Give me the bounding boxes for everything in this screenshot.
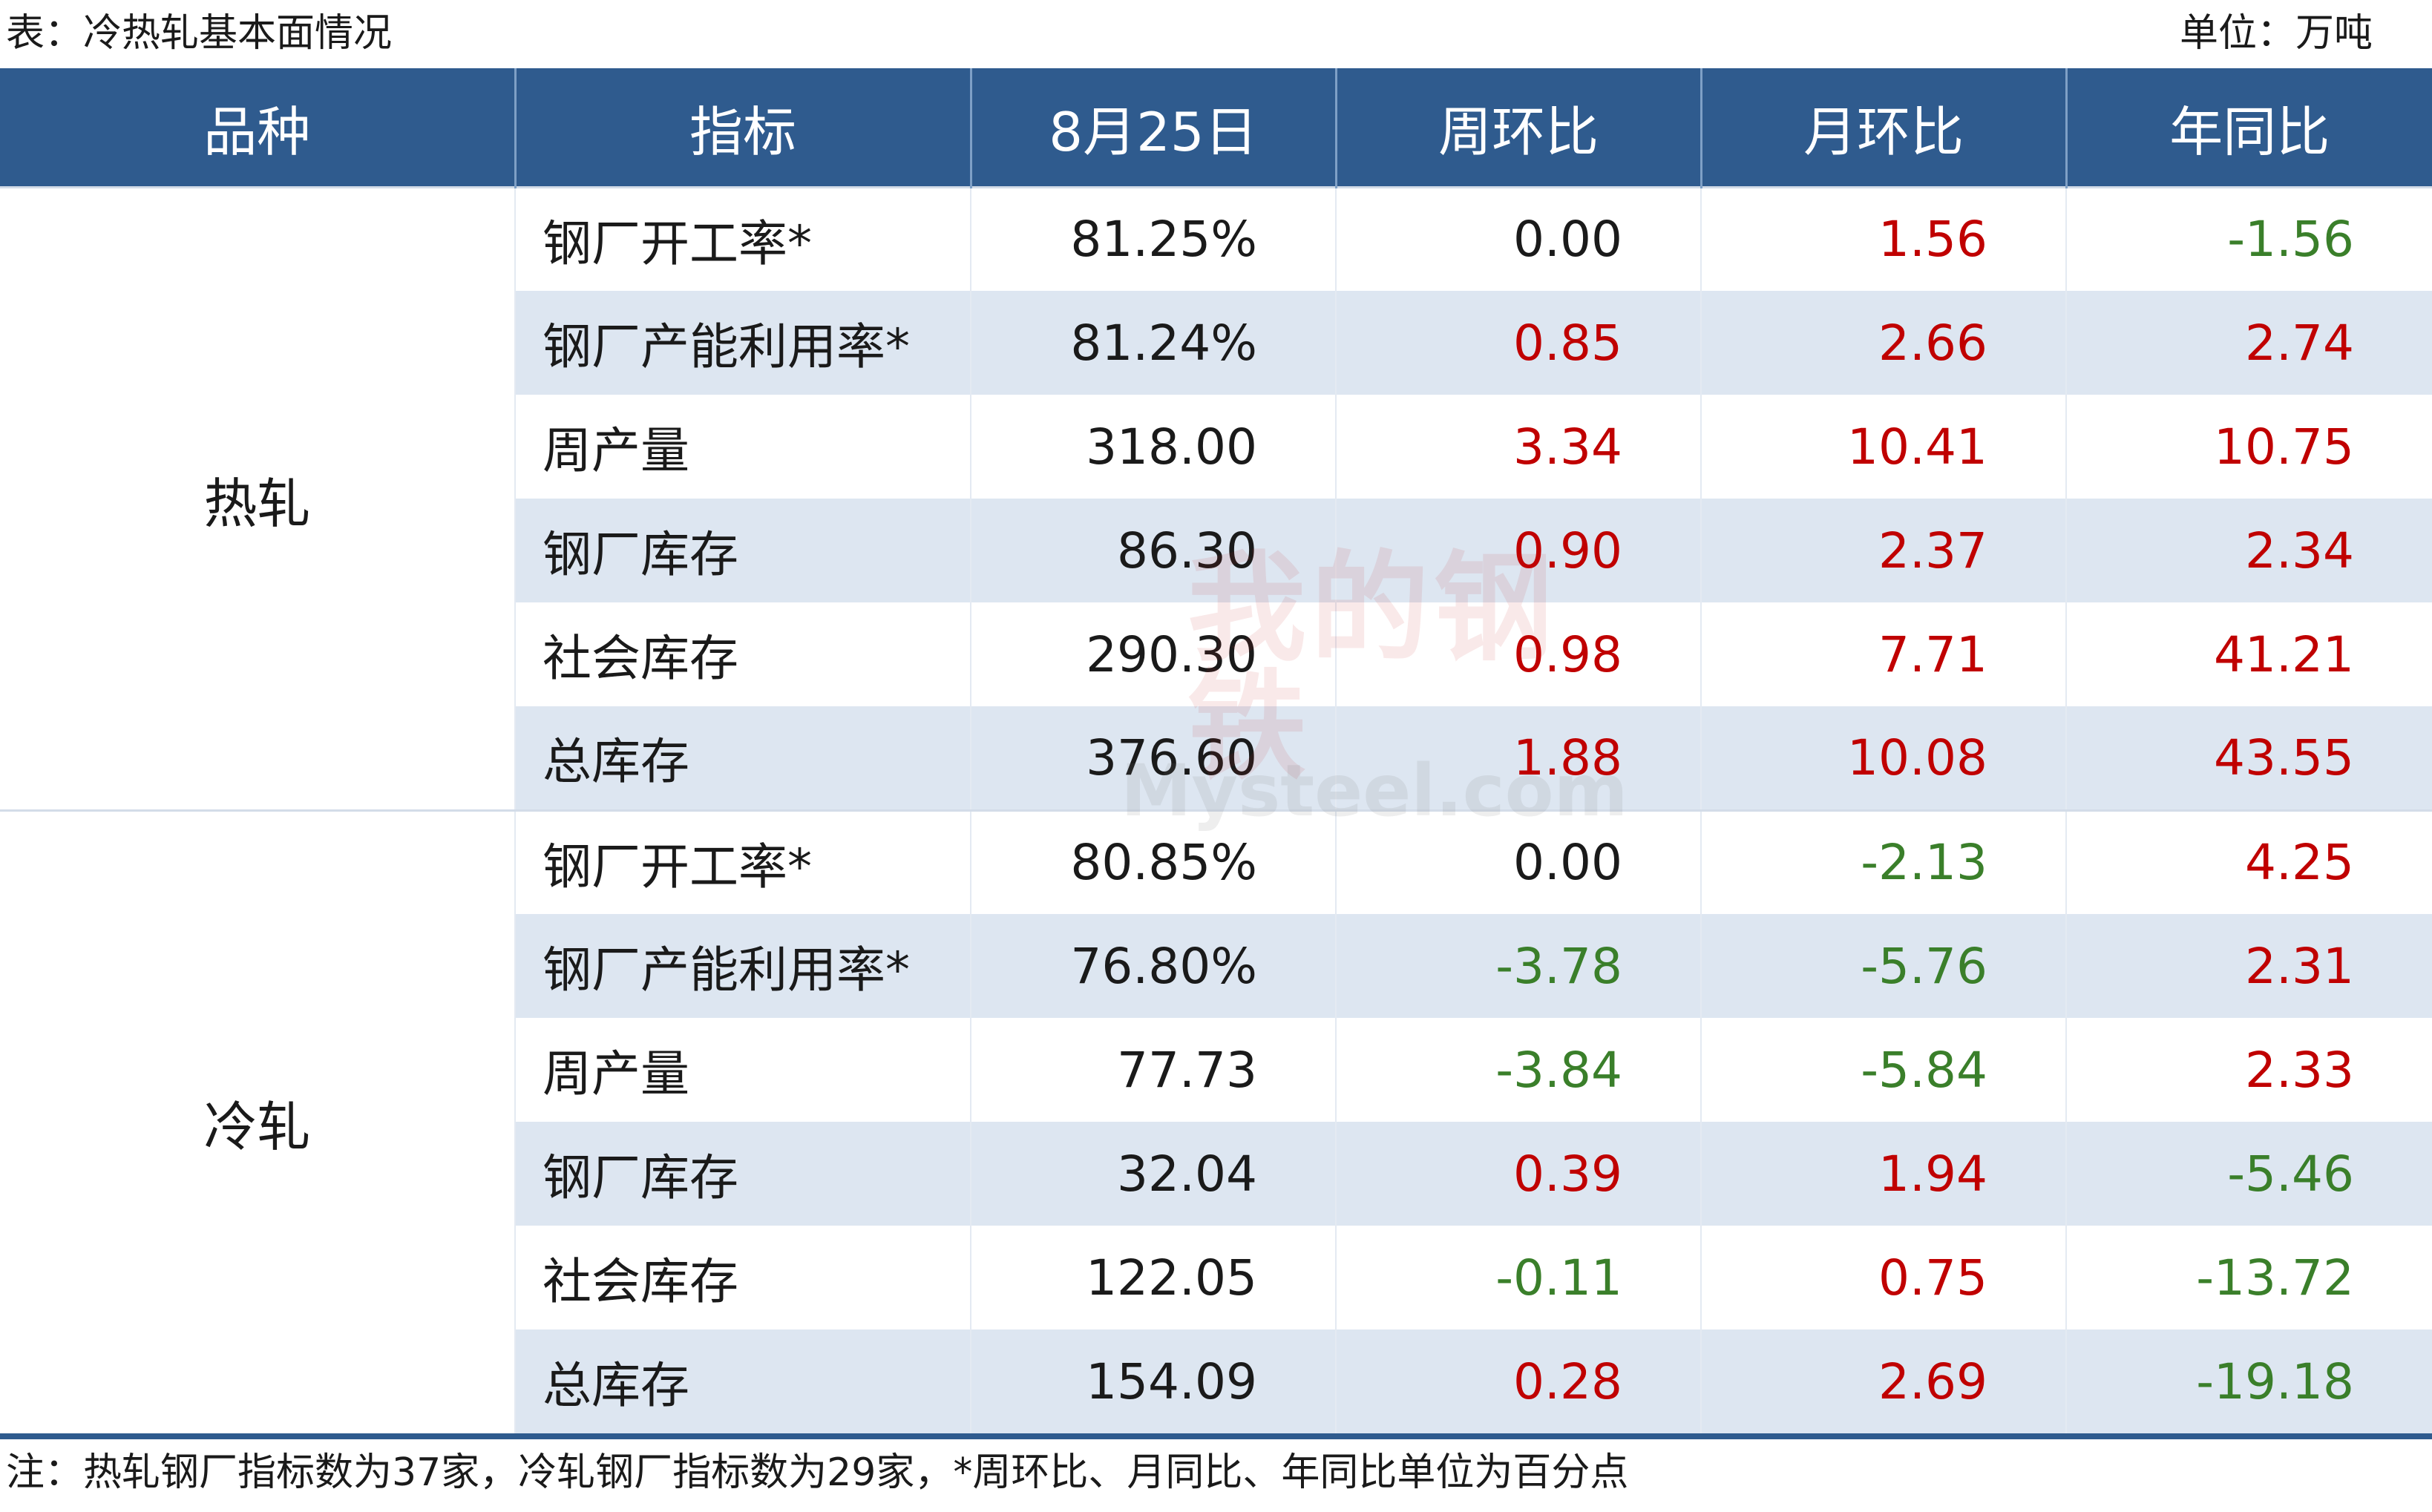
header-yoy: 年同比 (2066, 68, 2432, 187)
mom-cell: 1.94 (1701, 1122, 2067, 1226)
header-row: 品种 指标 8月25日 周环比 月环比 年同比 (0, 68, 2432, 187)
table-row: 社会库存 122.05 -0.11 0.75 -13.72 (0, 1226, 2432, 1329)
indicator-cell: 总库存 (515, 706, 971, 810)
variety-cell: 冷轧 (0, 809, 516, 1433)
yoy-cell: 41.21 (2214, 625, 2354, 683)
table-row: 社会库存 290.30 0.98 7.71 41.21 (0, 602, 2432, 706)
variety-cell: 热轧 (0, 185, 516, 810)
wow-cell: 3.34 (1336, 395, 1702, 499)
indicator-cell: 钢厂产能利用率* (515, 914, 971, 1018)
table-row: 热轧 钢厂开工率* 81.25% 0.00 1.56 -1.56 (0, 185, 2432, 810)
caption-bar: 表：冷热轧基本面情况 单位：万吨 (0, 0, 2432, 67)
mom-cell: 1.56 (1701, 185, 2067, 291)
value-cell: 318.00 (971, 395, 1337, 499)
value-cell: 77.73 (971, 1018, 1337, 1122)
mom-cell: 2.69 (1701, 1329, 2067, 1433)
wow-cell: 0.39 (1336, 1122, 1702, 1226)
table-title: 表：冷热轧基本面情况 (6, 11, 393, 56)
table-header: 品种 指标 8月25日 周环比 月环比 年同比 (0, 68, 2432, 187)
wow-cell: -0.11 (1336, 1226, 1702, 1329)
table-row: 总库存 376.60 1.88 10.08 43.55 (0, 706, 2432, 810)
indicator-cell: 周产量 (515, 395, 971, 499)
yoy-cell: 10.75 (2214, 418, 2354, 476)
header-variety: 品种 (0, 68, 517, 187)
unit-label: 单位：万吨 (2179, 11, 2373, 56)
indicator-cell: 钢厂开工率* (515, 809, 971, 914)
mom-cell: 10.41 (1701, 395, 2067, 499)
indicator-cell: 钢厂产能利用率* (515, 291, 971, 395)
wow-cell: 0.00 (1336, 185, 1702, 291)
yoy-cell: 43.55 (2066, 706, 2432, 810)
table-row: 钢厂库存 86.30 0.90 2.37 2.34 (0, 499, 2432, 602)
mom-cell: 2.66 (1701, 291, 2067, 395)
yoy-cell: 2.31 (2066, 914, 2432, 1018)
header-indicator: 指标 (515, 68, 972, 187)
wow-cell: 1.88 (1336, 706, 1702, 810)
wow-cell: 0.98 (1336, 602, 1702, 706)
yoy-cell: -5.46 (2066, 1122, 2432, 1226)
value-cell: 290.30 (971, 602, 1337, 706)
wow-cell: 0.90 (1336, 499, 1702, 602)
table-row: 冷轧 钢厂开工率* 80.85% 0.00 -2.13 4.25 (0, 809, 2432, 1433)
bottom-rule (0, 1433, 2432, 1439)
yoy-cell: 4.25 (2066, 809, 2432, 914)
wow-cell: 0.28 (1336, 1329, 1702, 1433)
yoy-cell: 2.74 (2066, 291, 2432, 395)
table-row: 钢厂库存 32.04 0.39 1.94 -5.46 (0, 1122, 2432, 1226)
mom-cell: 2.37 (1701, 499, 2067, 602)
table-body: 热轧 钢厂开工率* 81.25% 0.00 1.56 -1.56 钢厂产能利用率* 81.24… (0, 185, 2432, 1433)
yoy-cell: -13.72 (2196, 1249, 2354, 1306)
table-row: 钢厂产能利用率* 81.24% 0.85 2.66 2.74 (0, 291, 2432, 395)
table-row: 钢厂产能利用率* 76.80% -3.78 -5.76 2.31 (0, 914, 2432, 1018)
indicator-cell: 社会库存 (515, 1226, 971, 1329)
header-wow: 周环比 (1336, 68, 1702, 187)
table-row: 总库存 154.09 0.28 2.69 -19.18 (0, 1329, 2432, 1433)
yoy-cell: 2.33 (2245, 1041, 2354, 1099)
mom-cell: -5.84 (1701, 1018, 2067, 1122)
wow-cell: -3.84 (1336, 1018, 1702, 1122)
table-row: 周产量 77.73 -3.84 -5.84 2.33 (0, 1018, 2432, 1122)
value-cell: 76.80% (971, 914, 1337, 1018)
mom-cell: -5.76 (1701, 914, 2067, 1018)
yoy-cell: -19.18 (2066, 1329, 2432, 1433)
wow-cell: 0.85 (1336, 291, 1702, 395)
footnote: 注：热轧钢厂指标数为37家，冷轧钢厂指标数为29家，*周环比、月同比、年同比单位… (6, 1450, 1629, 1495)
value-cell: 32.04 (971, 1122, 1337, 1226)
mom-cell: -2.13 (1701, 809, 2067, 914)
value-cell: 81.24% (971, 291, 1337, 395)
data-table: 品种 指标 8月25日 周环比 月环比 年同比 热轧 钢厂开工率* 81.25% 0.… (0, 68, 2432, 1433)
value-cell: 86.30 (971, 499, 1337, 602)
indicator-cell: 周产量 (515, 1018, 971, 1122)
value-cell: 81.25% (971, 185, 1337, 291)
mom-cell: 0.75 (1701, 1226, 2067, 1329)
indicator-cell: 钢厂库存 (515, 1122, 971, 1226)
value-cell: 122.05 (971, 1226, 1337, 1329)
wow-cell: -3.78 (1336, 914, 1702, 1018)
yoy-cell: -1.56 (2066, 185, 2432, 291)
value-cell: 154.09 (971, 1329, 1337, 1433)
indicator-cell: 总库存 (515, 1329, 971, 1433)
mom-cell: 10.08 (1701, 706, 2067, 810)
mom-cell: 7.71 (1701, 602, 2067, 706)
indicator-cell: 社会库存 (515, 602, 971, 706)
yoy-cell: 2.34 (2066, 499, 2432, 602)
value-cell: 376.60 (971, 706, 1337, 810)
wow-cell: 0.00 (1336, 809, 1702, 914)
value-cell: 80.85% (971, 809, 1337, 914)
table-row: 周产量 318.00 3.34 10.41 10.75 (0, 395, 2432, 499)
indicator-cell: 钢厂库存 (515, 499, 971, 602)
indicator-cell: 钢厂开工率* (515, 185, 971, 291)
header-mom: 月环比 (1701, 68, 2068, 187)
header-date-value: 8月25日 (971, 68, 1337, 187)
